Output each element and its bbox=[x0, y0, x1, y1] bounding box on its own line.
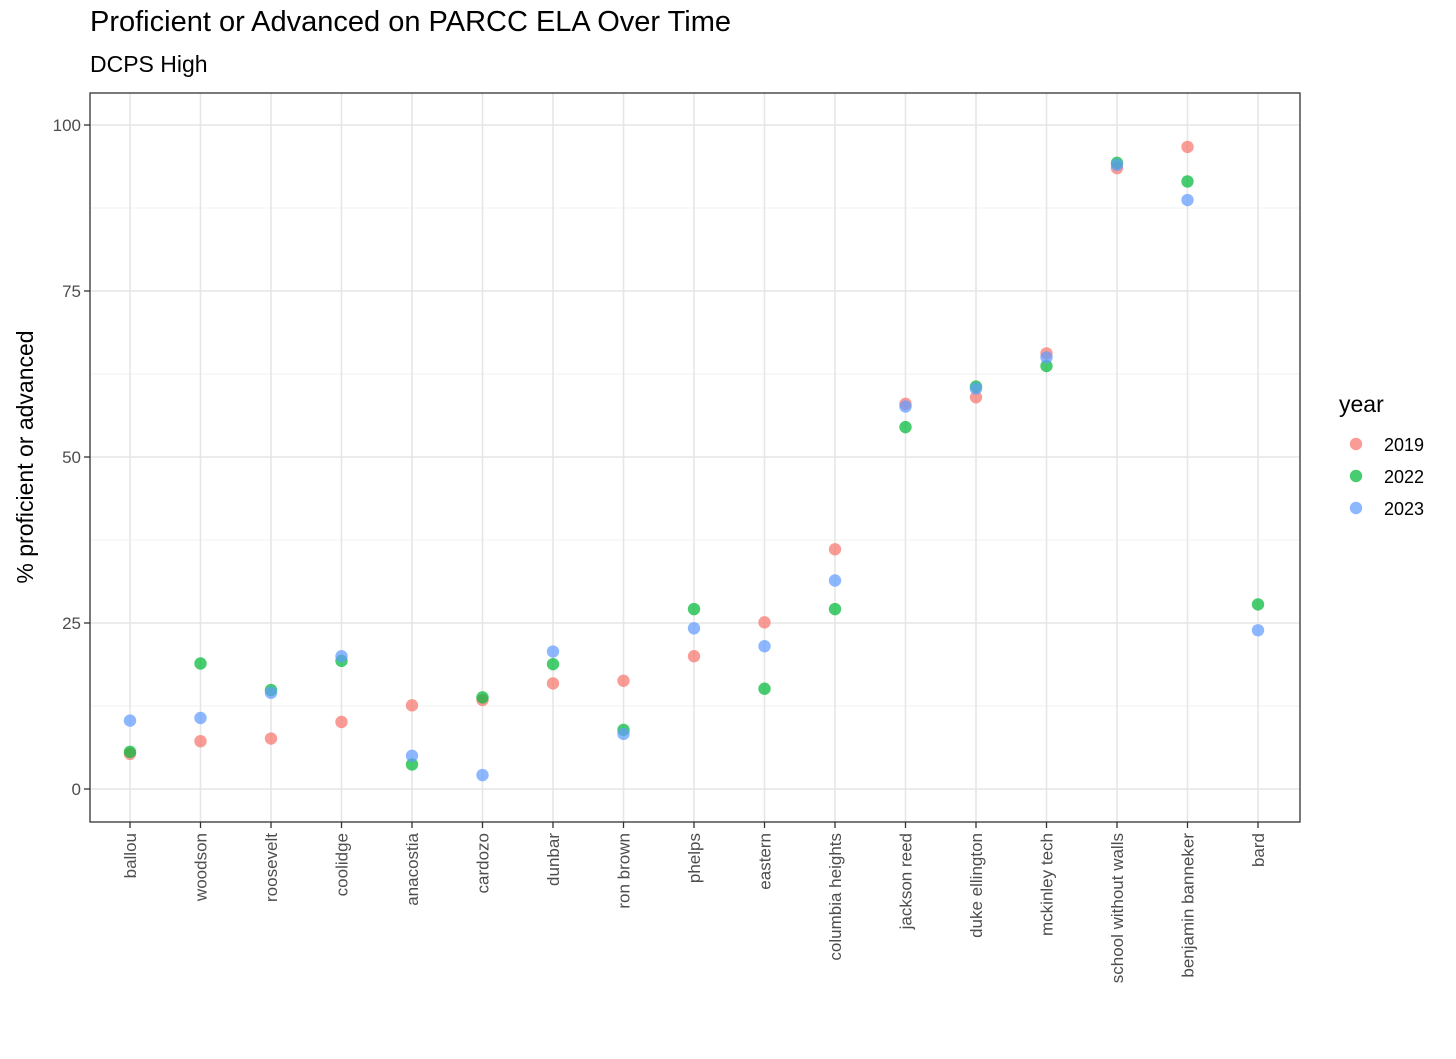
data-point-2019 bbox=[264, 732, 278, 745]
data-point-2023 bbox=[123, 714, 137, 727]
data-point-2022 bbox=[476, 691, 489, 704]
data-point-2019 bbox=[194, 734, 207, 748]
x-tick-label: dunbar bbox=[544, 833, 563, 886]
legend-label-2019: 2019 bbox=[1384, 435, 1424, 455]
data-point-2019 bbox=[335, 715, 348, 729]
legend-key-2019 bbox=[1349, 437, 1363, 451]
y-axis-title: % proficient or advanced bbox=[12, 330, 38, 583]
y-tick-label: 25 bbox=[62, 614, 81, 633]
x-tick-label: bard bbox=[1249, 833, 1268, 867]
data-point-2022 bbox=[1181, 175, 1194, 188]
x-tick-label: duke ellington bbox=[967, 833, 986, 938]
x-tick-label: anacostia bbox=[403, 832, 422, 905]
y-tick-label: 100 bbox=[53, 116, 81, 135]
x-tick-label: jackson reed bbox=[897, 833, 916, 930]
data-points bbox=[123, 140, 1265, 782]
data-point-2022 bbox=[758, 682, 771, 695]
x-tick-label: ron brown bbox=[615, 833, 634, 909]
data-point-2023 bbox=[617, 727, 630, 741]
y-tick-label: 0 bbox=[72, 780, 81, 799]
data-point-2019 bbox=[828, 543, 842, 556]
data-point-2023 bbox=[264, 686, 278, 699]
data-point-2023 bbox=[405, 749, 419, 762]
x-tick-label: school without walls bbox=[1108, 833, 1127, 983]
data-point-2022 bbox=[687, 602, 701, 616]
data-point-2019 bbox=[405, 699, 419, 712]
data-point-2022 bbox=[828, 602, 842, 616]
axes: 0 25 50 75 100 ballou woodson roosevelt coolidge… bbox=[53, 116, 1268, 983]
data-point-2022 bbox=[194, 657, 207, 670]
x-tick-label: ballou bbox=[121, 833, 140, 878]
data-point-2023 bbox=[335, 650, 348, 663]
data-point-2023 bbox=[546, 645, 560, 658]
legend-key-2023 bbox=[1349, 501, 1363, 515]
legend-label-2023: 2023 bbox=[1384, 499, 1424, 519]
data-point-2019 bbox=[617, 674, 630, 687]
data-point-2022 bbox=[123, 745, 137, 759]
data-point-2022 bbox=[899, 420, 912, 434]
x-tick-label: phelps bbox=[685, 833, 704, 883]
data-point-2023 bbox=[1181, 193, 1194, 207]
x-tick-label: columbia heights bbox=[826, 833, 845, 961]
data-point-2019 bbox=[1181, 140, 1194, 154]
data-point-2023 bbox=[194, 711, 207, 725]
data-point-2023 bbox=[687, 622, 701, 635]
x-tick-label: cardozo bbox=[474, 833, 493, 893]
data-point-2023 bbox=[1251, 624, 1265, 637]
data-point-2023 bbox=[828, 574, 842, 587]
data-point-2022 bbox=[405, 758, 419, 771]
y-tick-label: 50 bbox=[62, 448, 81, 467]
data-point-2023 bbox=[969, 382, 983, 395]
data-point-2023 bbox=[899, 400, 912, 413]
legend-label-2022: 2022 bbox=[1384, 467, 1424, 487]
x-tick-label: roosevelt bbox=[262, 833, 281, 902]
chart-subtitle: DCPS High bbox=[90, 51, 208, 77]
data-point-2019 bbox=[546, 677, 560, 690]
legend: year 2019 2022 2023 bbox=[1339, 391, 1424, 519]
y-tick-label: 75 bbox=[62, 282, 81, 301]
legend-title: year bbox=[1339, 391, 1384, 417]
x-tick-label: benjamin banneker bbox=[1179, 833, 1198, 978]
data-point-2022 bbox=[1040, 359, 1053, 373]
data-point-2023 bbox=[758, 640, 771, 653]
data-point-2022 bbox=[1251, 598, 1265, 611]
x-tick-label: coolidge bbox=[333, 833, 352, 896]
data-point-2023 bbox=[1110, 158, 1124, 172]
data-point-2023 bbox=[476, 768, 489, 782]
grid bbox=[90, 93, 1300, 822]
x-tick-label: woodson bbox=[192, 833, 211, 902]
data-point-2019 bbox=[969, 391, 983, 404]
data-point-2022 bbox=[546, 657, 560, 671]
x-tick-label: mckinley tech bbox=[1038, 833, 1057, 936]
data-point-2023 bbox=[1040, 351, 1053, 364]
data-point-2019 bbox=[758, 616, 771, 629]
data-point-2019 bbox=[687, 650, 701, 663]
x-tick-label: eastern bbox=[756, 833, 775, 890]
legend-key-2022 bbox=[1349, 469, 1363, 483]
chart-title: Proficient or Advanced on PARCC ELA Over… bbox=[90, 6, 731, 38]
